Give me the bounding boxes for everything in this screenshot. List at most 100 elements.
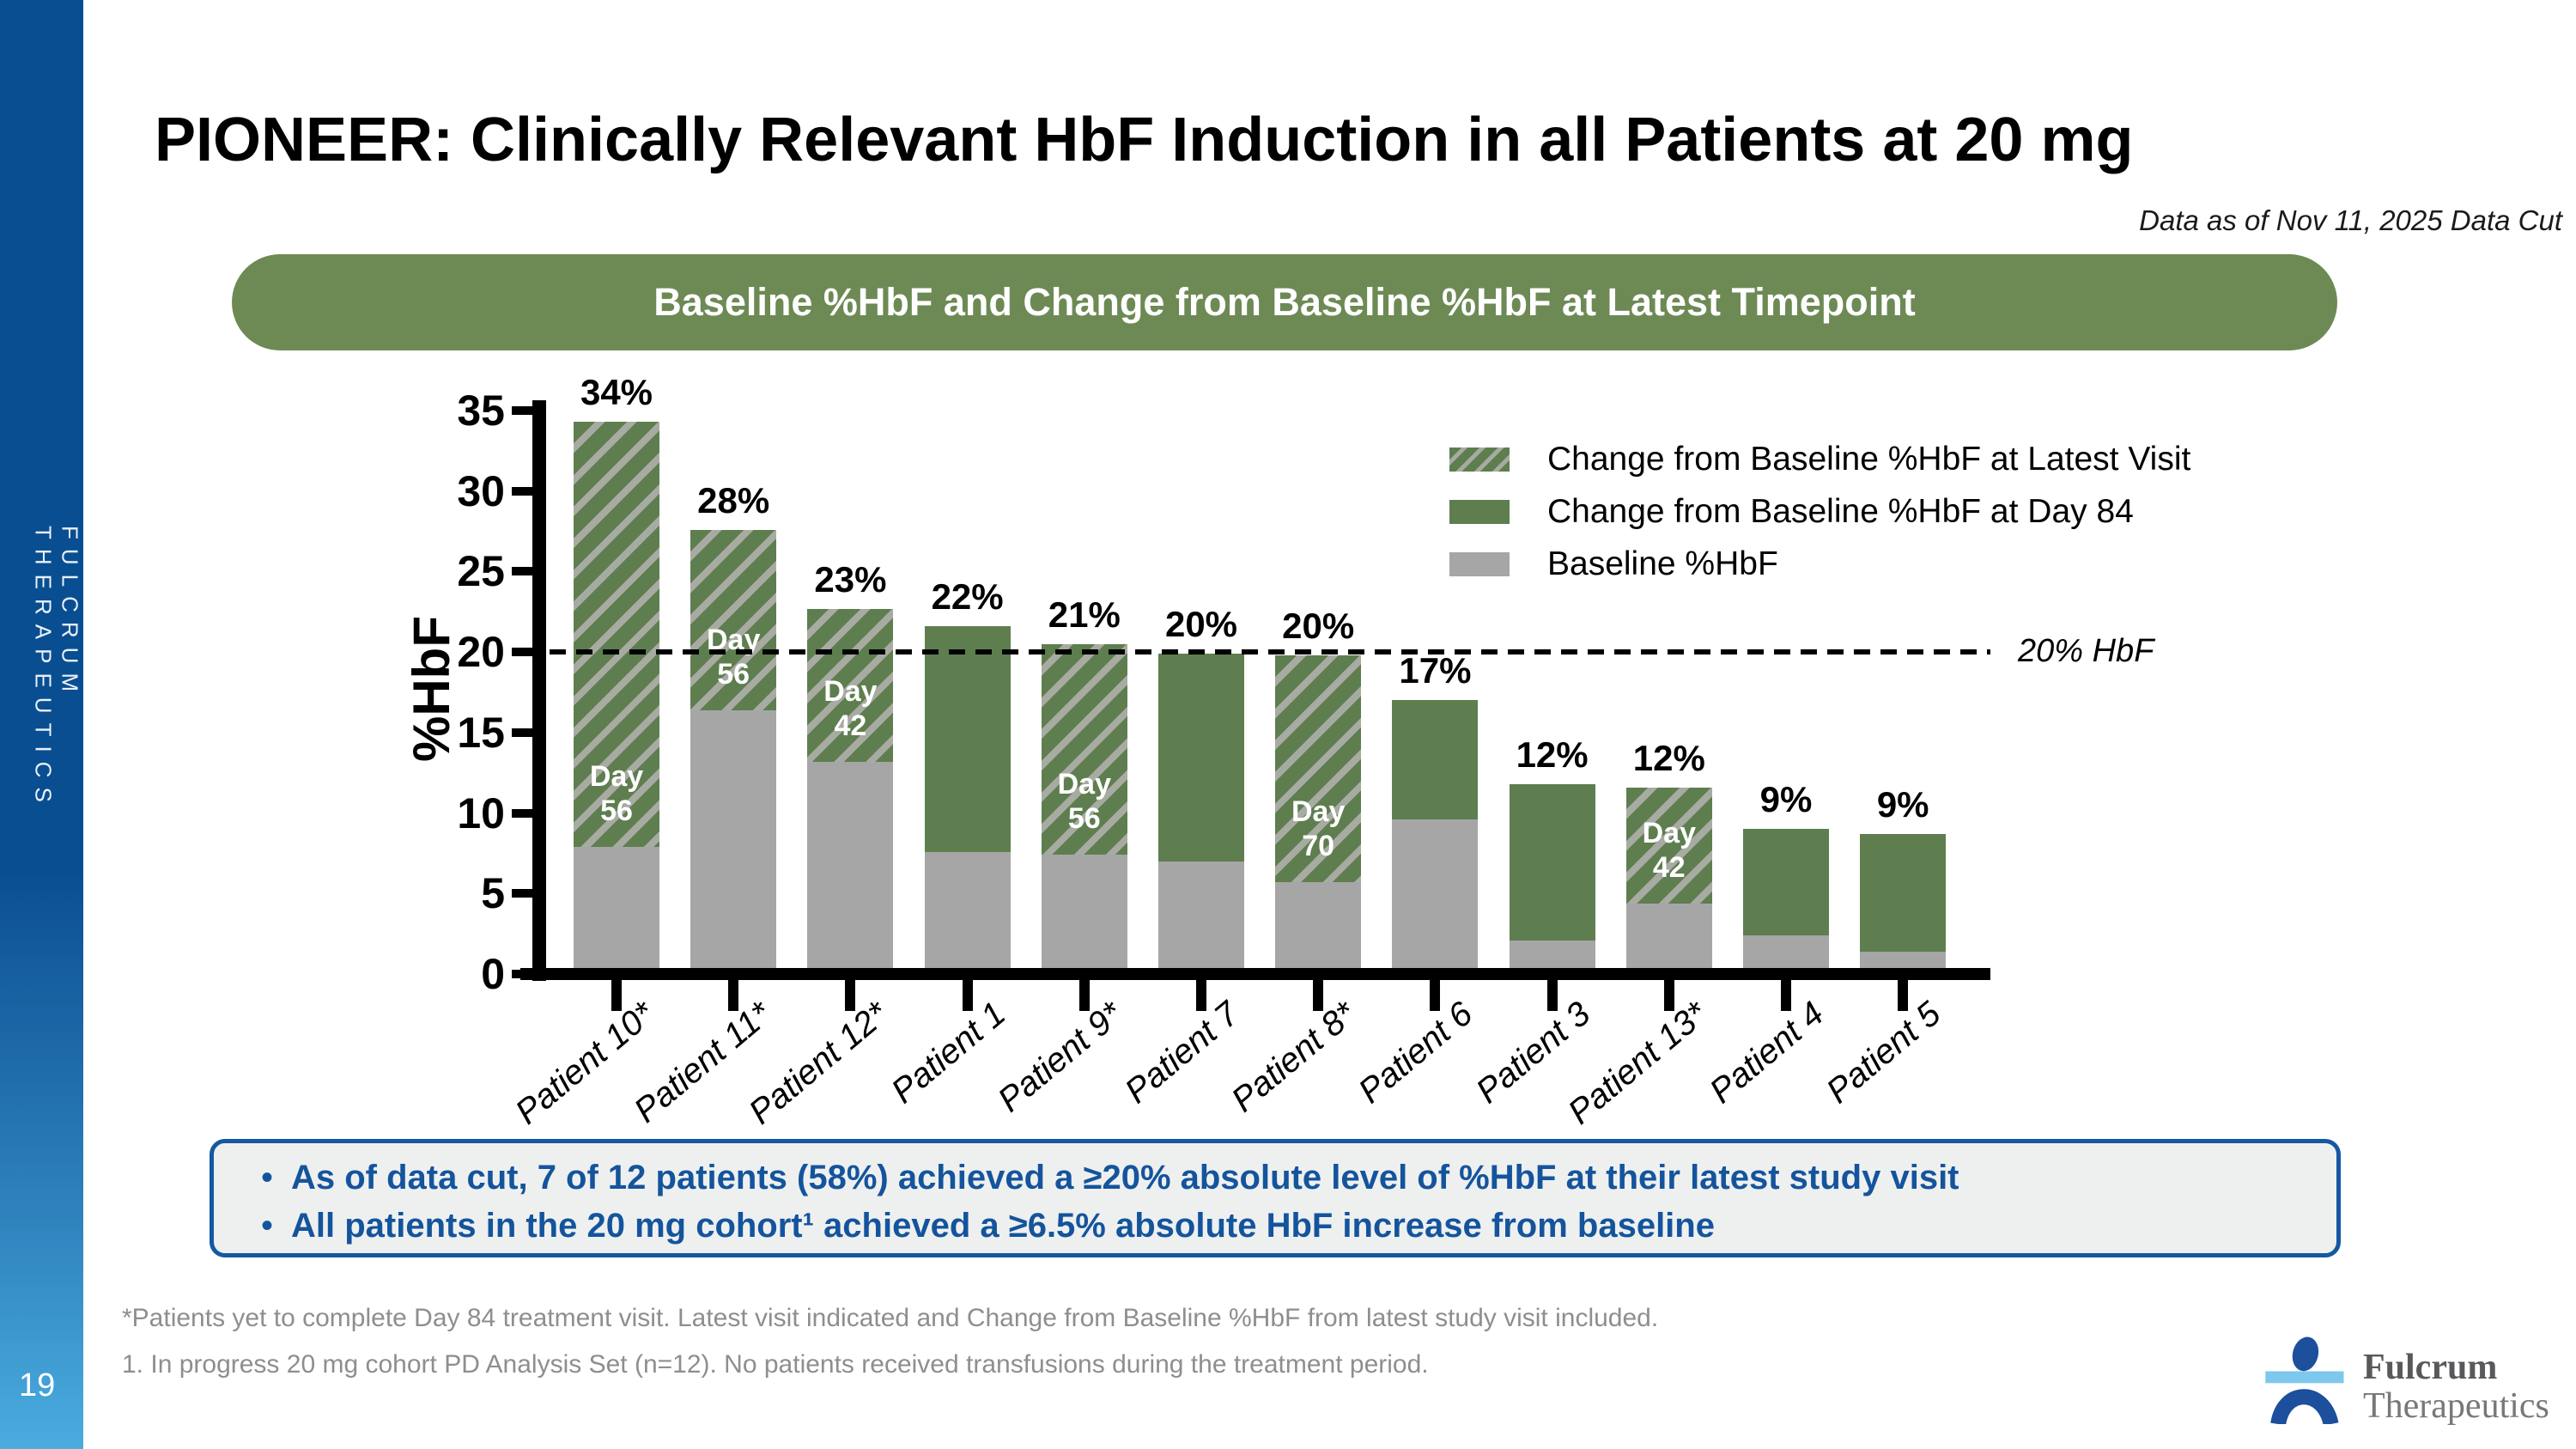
legend-item-baseline: Baseline %HbF [1449, 545, 2190, 582]
reference-line-label: 20% HbF [2018, 633, 2154, 669]
segment-baseline [574, 846, 659, 974]
segment-baseline [924, 851, 1011, 974]
segment-change-day-84 [1860, 833, 1947, 952]
key-finding-2: • All patients in the 20 mg cohort¹ achi… [243, 1203, 2336, 1251]
segment-baseline [1158, 861, 1244, 974]
y-axis-tick [512, 567, 534, 576]
segment-change-latest-visit: Day 56 [574, 422, 659, 847]
data-cut-note: Data as of Nov 11, 2025 Data Cut [2139, 204, 2562, 236]
bar-value-label: 21% [1048, 594, 1121, 635]
bar-value-label: 20% [1164, 604, 1238, 644]
bar-patient-10-: Day 56 [574, 422, 659, 974]
y-axis-tick-label: 25 [457, 547, 505, 596]
bar-value-label: 20% [1282, 605, 1355, 646]
y-axis-tick [512, 808, 534, 818]
y-axis-tick [512, 648, 534, 657]
x-axis-tick [1781, 980, 1791, 1011]
y-axis-tick-label: 20 [457, 628, 505, 677]
legend-label: Change from Baseline %HbF at Latest Visi… [1547, 441, 2191, 478]
y-axis-tick-label: 10 [457, 788, 505, 837]
bar-patient-9-: Day 56 [1041, 643, 1127, 974]
bar-patient-13-: Day 42 [1625, 787, 1712, 974]
legend-swatch-hatched-icon [1449, 447, 1510, 472]
segment-change-latest-visit: Day 56 [690, 529, 777, 710]
x-axis-line [520, 968, 1990, 980]
x-axis-tick [1196, 980, 1206, 1011]
bullet-icon: • [260, 1159, 273, 1196]
segment-baseline [1041, 855, 1127, 974]
bar-day-label: Day 56 [589, 759, 644, 827]
x-axis-tick [1078, 980, 1090, 1011]
bar-day-label: Day 56 [1057, 768, 1111, 836]
y-axis-tick [512, 405, 534, 415]
legend-label: Change from Baseline %HbF at Day 84 [1547, 493, 2134, 530]
key-finding-text: As of data cut, 7 of 12 patients (58%) a… [291, 1159, 1959, 1196]
segment-baseline [1275, 882, 1362, 974]
page-number: 19 [19, 1367, 56, 1403]
x-axis-tick [728, 980, 739, 1011]
bar-value-label: 12% [1632, 737, 1705, 778]
legend-swatch-gray-icon [1449, 552, 1510, 576]
bullet-icon: • [260, 1207, 273, 1245]
key-finding-1: • As of data cut, 7 of 12 patients (58%)… [243, 1155, 2336, 1203]
legend-item-latest-visit: Change from Baseline %HbF at Latest Visi… [1449, 441, 2190, 478]
footnote-numbered: 1. In progress 20 mg cohort PD Analysis … [122, 1350, 1429, 1379]
y-axis-title: %HbF [403, 616, 460, 762]
bar-patient-12-: Day 42 [807, 608, 894, 974]
fulcrum-person-icon [2265, 1336, 2344, 1424]
bar-patient-6 [1392, 700, 1479, 974]
segment-change-latest-visit: Day 42 [807, 608, 894, 762]
x-axis-tick [1546, 980, 1558, 1011]
logo-line-2: Therapeutics [2363, 1386, 2549, 1426]
footnote-asterisk: *Patients yet to complete Day 84 treatme… [122, 1304, 1659, 1332]
x-axis-tick [1313, 980, 1324, 1011]
reference-line [550, 649, 1990, 654]
fulcrum-logo-text: Fulcrum Therapeutics [2363, 1349, 2549, 1426]
y-axis-tick-label: 0 [481, 950, 505, 998]
y-axis-line [532, 400, 546, 981]
segment-baseline [807, 761, 894, 974]
x-axis-tick [962, 980, 973, 1011]
bar-value-label: 22% [931, 576, 1004, 618]
bar-patient-11-: Day 56 [690, 529, 777, 974]
bar-patient-8-: Day 70 [1275, 654, 1362, 974]
y-axis-tick-label: 15 [457, 708, 505, 757]
segment-change-day-84 [1743, 829, 1829, 936]
segment-change-latest-visit: Day 42 [1625, 787, 1712, 904]
segment-baseline [1392, 819, 1479, 974]
logo-line-1: Fulcrum [2363, 1348, 2498, 1387]
y-axis-tick [512, 889, 534, 898]
segment-change-day-84 [1509, 783, 1595, 941]
x-axis-tick [845, 980, 856, 1011]
bar-day-label: Day 42 [1642, 816, 1696, 884]
segment-baseline [1625, 903, 1712, 974]
legend: Change from Baseline %HbF at Latest Visi… [1449, 441, 2190, 604]
bar-value-label: 23% [814, 558, 887, 600]
x-axis-tick [1898, 980, 1909, 1011]
segment-change-day-84 [1392, 700, 1479, 820]
bar-value-label: 28% [697, 479, 770, 521]
segment-change-latest-visit: Day 56 [1041, 643, 1127, 855]
segment-change-latest-visit: Day 70 [1275, 654, 1362, 883]
bar-patient-4 [1743, 829, 1829, 974]
bar-value-label: 17% [1399, 650, 1472, 691]
y-axis-tick [512, 486, 534, 496]
bar-day-label: Day 70 [1291, 795, 1346, 863]
bar-value-label: 9% [1759, 779, 1813, 820]
legend-item-day-84: Change from Baseline %HbF at Day 84 [1449, 493, 2190, 530]
segment-change-day-84 [1158, 654, 1244, 861]
bar-value-label: 34% [580, 372, 653, 413]
legend-swatch-solid-green-icon [1449, 500, 1510, 524]
legend-label: Baseline %HbF [1547, 545, 1778, 582]
key-finding-text: All patients in the 20 mg cohort¹ achiev… [291, 1207, 1715, 1245]
segment-change-day-84 [924, 626, 1011, 852]
fulcrum-logo: Fulcrum Therapeutics [2265, 1333, 2549, 1426]
chart-title-banner-text: Baseline %HbF and Change from Baseline %… [653, 280, 1916, 324]
y-axis-tick-label: 5 [481, 869, 505, 918]
key-findings-box: • As of data cut, 7 of 12 patients (58%)… [210, 1139, 2341, 1257]
bar-value-label: 12% [1516, 734, 1589, 775]
bar-patient-7 [1158, 654, 1244, 974]
y-axis-tick-label: 35 [457, 386, 505, 435]
x-axis-tick [1663, 980, 1674, 1011]
